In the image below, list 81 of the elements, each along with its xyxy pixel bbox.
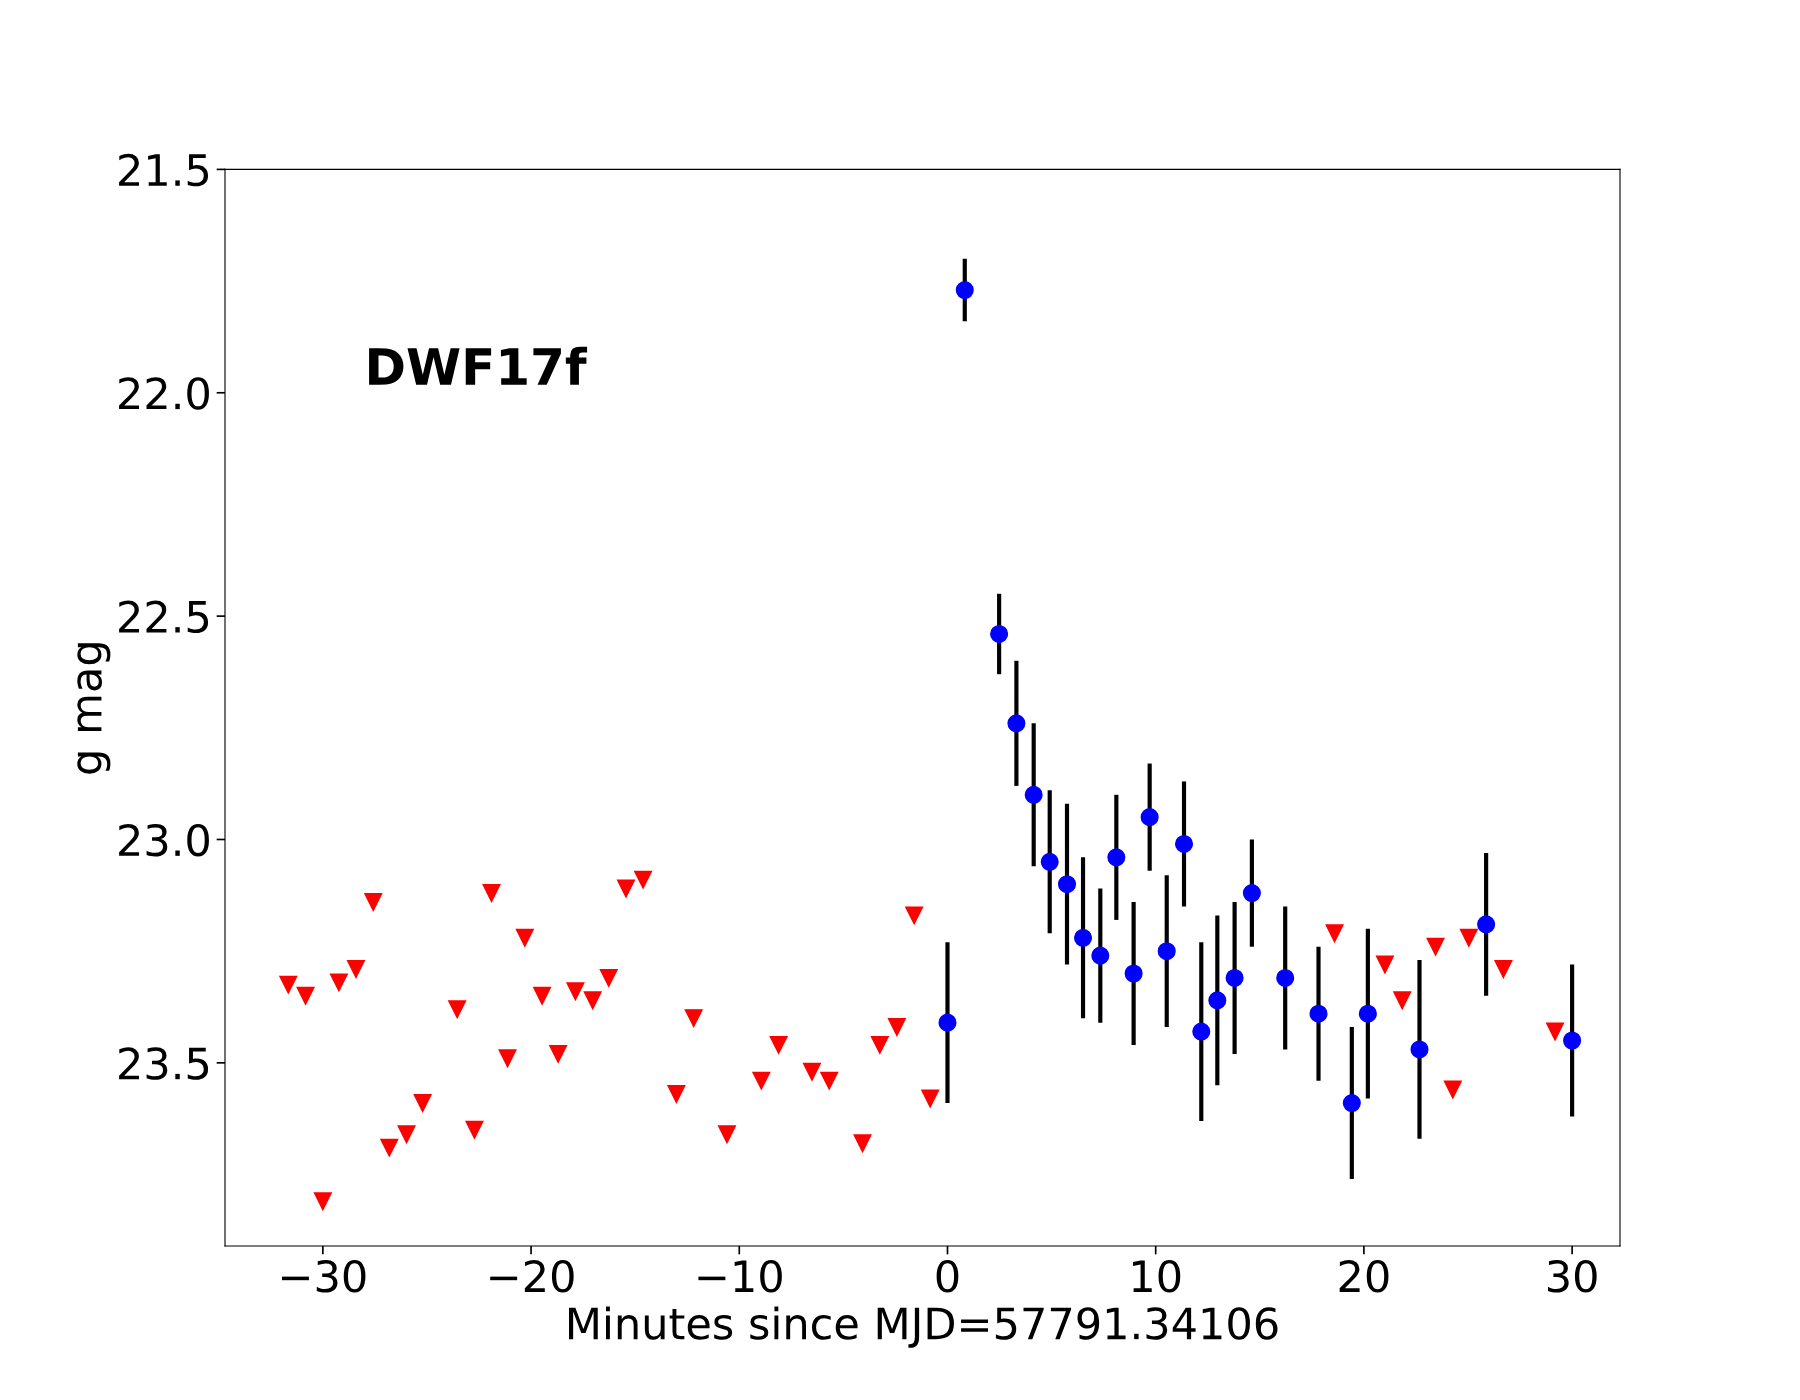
point xyxy=(921,1089,940,1108)
point xyxy=(1057,875,1077,894)
point xyxy=(549,1044,568,1063)
point xyxy=(752,1071,771,1090)
point xyxy=(566,982,585,1001)
point xyxy=(769,1035,788,1055)
point xyxy=(853,1134,872,1153)
point xyxy=(1494,960,1513,979)
point xyxy=(329,973,348,992)
point xyxy=(448,1000,467,1019)
point xyxy=(533,986,552,1005)
point xyxy=(905,906,924,925)
x-tick-label: −10 xyxy=(698,1259,782,1293)
point xyxy=(1107,848,1126,867)
point xyxy=(1546,1022,1565,1041)
point xyxy=(1375,955,1394,974)
annotation: DWF17f xyxy=(369,346,588,385)
point xyxy=(1358,1004,1377,1023)
point xyxy=(684,1009,703,1028)
point xyxy=(515,928,534,947)
point xyxy=(870,1035,889,1055)
point xyxy=(482,884,501,903)
point xyxy=(279,975,298,994)
point xyxy=(1459,928,1478,947)
x-tick-label: −30 xyxy=(281,1259,366,1293)
x-tick-label: 0 xyxy=(936,1259,959,1293)
point xyxy=(990,624,1009,644)
point xyxy=(1225,968,1244,987)
point xyxy=(717,1125,737,1144)
point xyxy=(1124,964,1143,983)
point xyxy=(1426,937,1445,956)
x-tick-label: 10 xyxy=(1133,1259,1181,1293)
point xyxy=(296,986,315,1005)
point xyxy=(1242,884,1261,903)
point xyxy=(1140,808,1159,827)
point xyxy=(1040,852,1059,871)
x-tick-label: 30 xyxy=(1548,1259,1597,1293)
point xyxy=(583,991,602,1010)
point xyxy=(1091,946,1110,965)
point xyxy=(1309,1004,1328,1023)
point xyxy=(887,1018,906,1037)
point xyxy=(1477,915,1496,934)
point xyxy=(820,1071,839,1090)
point xyxy=(413,1094,432,1113)
x-axis-title: Minutes since MJD=57791.34106 xyxy=(569,1306,1278,1348)
point xyxy=(1443,1080,1462,1099)
point xyxy=(1192,1022,1211,1041)
point xyxy=(313,1192,332,1211)
point xyxy=(1007,714,1026,733)
point xyxy=(1074,928,1093,947)
point xyxy=(1342,1094,1361,1113)
x-tick-label: −20 xyxy=(490,1259,574,1293)
y-tick-label: 22.0 xyxy=(119,377,209,410)
point xyxy=(1393,991,1412,1010)
point xyxy=(1410,1040,1429,1059)
point xyxy=(498,1049,517,1068)
point xyxy=(1208,991,1227,1010)
point xyxy=(634,870,653,889)
point xyxy=(1276,968,1295,987)
y-tick-label: 23.0 xyxy=(119,823,209,857)
point xyxy=(955,280,974,300)
point xyxy=(938,1013,957,1032)
point xyxy=(616,879,636,898)
point xyxy=(1024,785,1043,804)
point xyxy=(346,960,365,979)
point xyxy=(1563,1031,1582,1050)
point xyxy=(364,892,383,912)
y-tick-label: 21.5 xyxy=(119,153,209,187)
point xyxy=(599,968,618,987)
point xyxy=(465,1120,484,1139)
x-tick-label: 20 xyxy=(1339,1259,1389,1293)
point xyxy=(380,1138,399,1157)
point xyxy=(1174,834,1194,853)
point xyxy=(397,1125,416,1144)
y-tick-label: 23.5 xyxy=(119,1047,209,1080)
point xyxy=(667,1085,686,1104)
point xyxy=(1325,924,1344,943)
y-tick-label: 22.5 xyxy=(119,600,209,634)
y-axis-title: g mag xyxy=(77,643,111,774)
point xyxy=(1157,942,1176,961)
point xyxy=(802,1062,821,1081)
